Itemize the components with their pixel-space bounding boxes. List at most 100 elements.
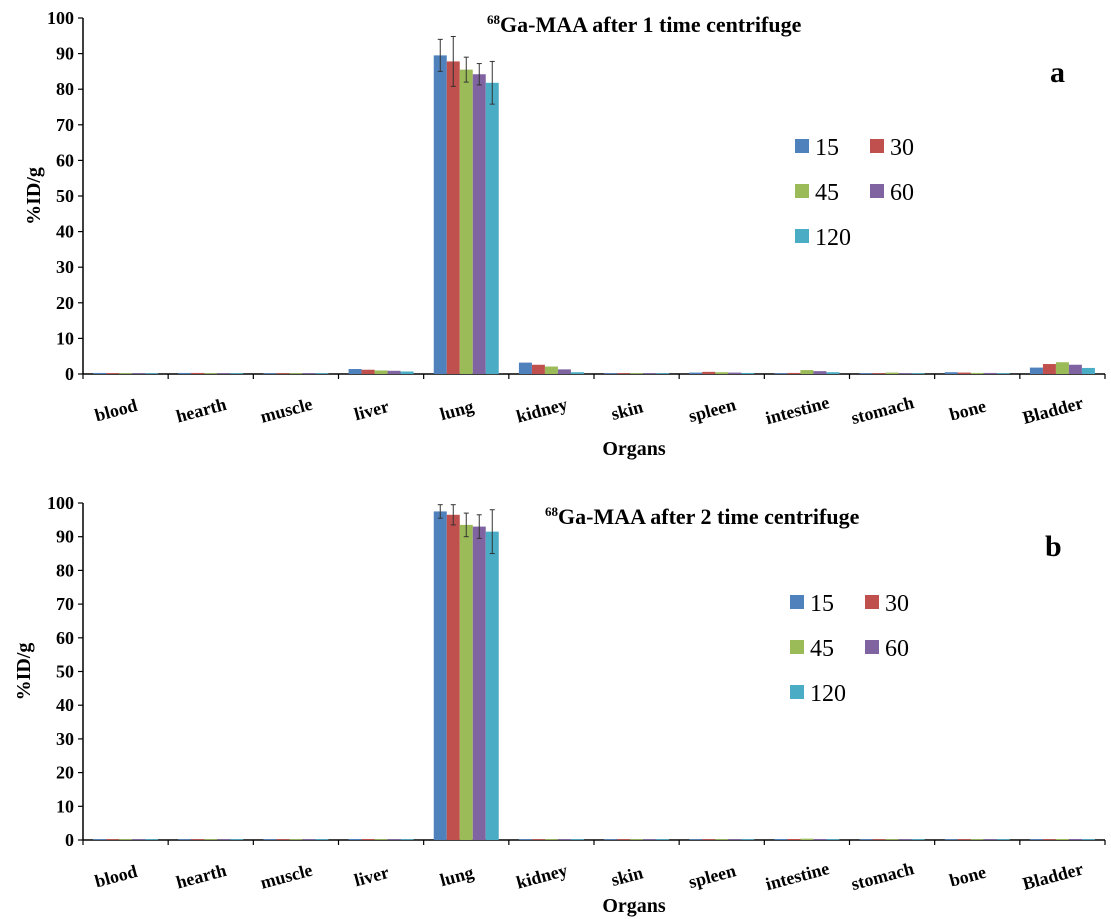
legend-label-30: 30 [885, 591, 909, 617]
bar-intestine-60 [813, 371, 827, 374]
bar-lung-120 [485, 82, 499, 375]
bar-skin-45 [630, 839, 644, 840]
bar-bone-120 [996, 839, 1010, 840]
y-tick-label: 70 [56, 594, 74, 614]
bar-spleen-15 [689, 372, 703, 374]
y-tick-label: 70 [56, 115, 74, 135]
bar-intestine-60 [813, 838, 827, 840]
bar-bone-45 [970, 839, 984, 840]
legend-swatch-15 [790, 595, 804, 609]
bar-stomach-15 [859, 839, 873, 840]
bar-Bladder-15 [1029, 367, 1043, 374]
x-category-label: liver [352, 862, 391, 890]
bar-kidney-15 [518, 362, 532, 374]
y-tick-label: 100 [47, 8, 74, 28]
y-tick-label: 40 [56, 222, 74, 242]
bar-blood-60 [132, 839, 146, 840]
bar-muscle-15 [263, 373, 277, 374]
x-category-label: lung [438, 862, 476, 890]
bar-intestine-45 [800, 370, 814, 374]
bar-stomach-30 [872, 839, 886, 840]
x-category-label: stomach [849, 392, 916, 428]
bar-stomach-30 [872, 373, 886, 374]
title-superscript: 68 [545, 504, 559, 519]
panel-letter: b [1045, 530, 1062, 563]
y-axis-title: %ID/g [23, 167, 45, 225]
bar-skin-60 [643, 839, 657, 840]
title-main: Ga-MAA after 1 time centrifuge [500, 12, 802, 37]
bar-hearth-120 [230, 373, 244, 374]
x-category-label: skin [609, 396, 645, 424]
bar-hearth-30 [191, 372, 205, 374]
x-category-label: hearth [174, 394, 228, 427]
bar-stomach-120 [911, 373, 925, 374]
bar-spleen-30 [702, 371, 716, 374]
bar-Bladder-15 [1029, 839, 1043, 840]
bar-muscle-60 [302, 839, 316, 840]
legend-swatch-30 [865, 595, 879, 609]
x-category-label: intestine [763, 392, 831, 428]
bar-lung-30 [446, 61, 460, 374]
chart-title: 68Ga-MAA after 2 time centrifuge [545, 504, 860, 529]
bar-muscle-15 [263, 839, 277, 840]
x-category-label: skin [609, 862, 645, 890]
y-tick-label: 60 [56, 628, 74, 648]
bar-skin-45 [630, 373, 644, 374]
y-tick-label: 50 [56, 186, 74, 206]
y-tick-label: 10 [56, 796, 74, 816]
bar-stomach-60 [898, 839, 912, 840]
bar-liver-15 [348, 838, 362, 840]
legend-swatch-45 [790, 640, 804, 654]
bar-hearth-30 [191, 839, 205, 840]
bar-bone-60 [983, 839, 997, 840]
bar-liver-45 [374, 370, 388, 374]
bar-lung-15 [433, 511, 447, 840]
bar-muscle-45 [289, 373, 303, 374]
x-category-label: kidney [514, 394, 569, 427]
bar-intestine-15 [774, 373, 788, 374]
bar-spleen-45 [715, 372, 729, 374]
bar-lung-15 [433, 55, 447, 374]
bar-blood-30 [106, 839, 120, 840]
y-tick-label: 90 [56, 44, 74, 64]
bar-lung-60 [472, 526, 486, 840]
bar-hearth-15 [178, 839, 192, 840]
bar-intestine-120 [826, 372, 840, 374]
x-axis-title: Organs [602, 895, 666, 917]
bar-skin-30 [617, 373, 631, 374]
legend-swatch-30 [870, 139, 884, 153]
bar-kidney-30 [531, 839, 545, 840]
bar-kidney-120 [570, 839, 584, 840]
bar-hearth-45 [204, 839, 218, 840]
legend-swatch-15 [795, 139, 809, 153]
chart-panel-a: 0 10 20 30 40 50 60 70 80 90 100 %ID/g blood hearth mu… [23, 8, 1106, 460]
bar-spleen-30 [702, 839, 716, 840]
bar-spleen-120 [741, 839, 755, 840]
x-category-label: hearth [174, 860, 228, 893]
bar-stomach-60 [898, 373, 912, 374]
y-tick-label: 0 [65, 830, 74, 850]
bar-bone-45 [970, 372, 984, 374]
legend-swatch-45 [795, 184, 809, 198]
bar-muscle-30 [276, 373, 290, 374]
bar-lung-30 [446, 514, 460, 840]
bar-intestine-45 [800, 838, 814, 840]
y-tick-label: 0 [65, 364, 74, 384]
bar-spleen-60 [728, 372, 742, 374]
y-tick-label: 80 [56, 560, 74, 580]
bar-kidney-45 [544, 839, 558, 840]
x-category-label: bone [947, 396, 988, 425]
bar-intestine-120 [826, 839, 840, 840]
y-tick-label: 50 [56, 662, 74, 682]
bar-lung-60 [472, 74, 486, 375]
bar-Bladder-120 [1081, 367, 1095, 374]
x-category-label: spleen [686, 394, 738, 426]
title-main: Ga-MAA after 2 time centrifuge [558, 504, 860, 529]
bar-Bladder-30 [1042, 364, 1056, 374]
bar-liver-30 [361, 838, 375, 840]
y-tick-label: 20 [56, 293, 74, 313]
bar-kidney-15 [518, 839, 532, 840]
x-category-label: kidney [514, 860, 569, 893]
bar-bone-30 [957, 372, 971, 374]
